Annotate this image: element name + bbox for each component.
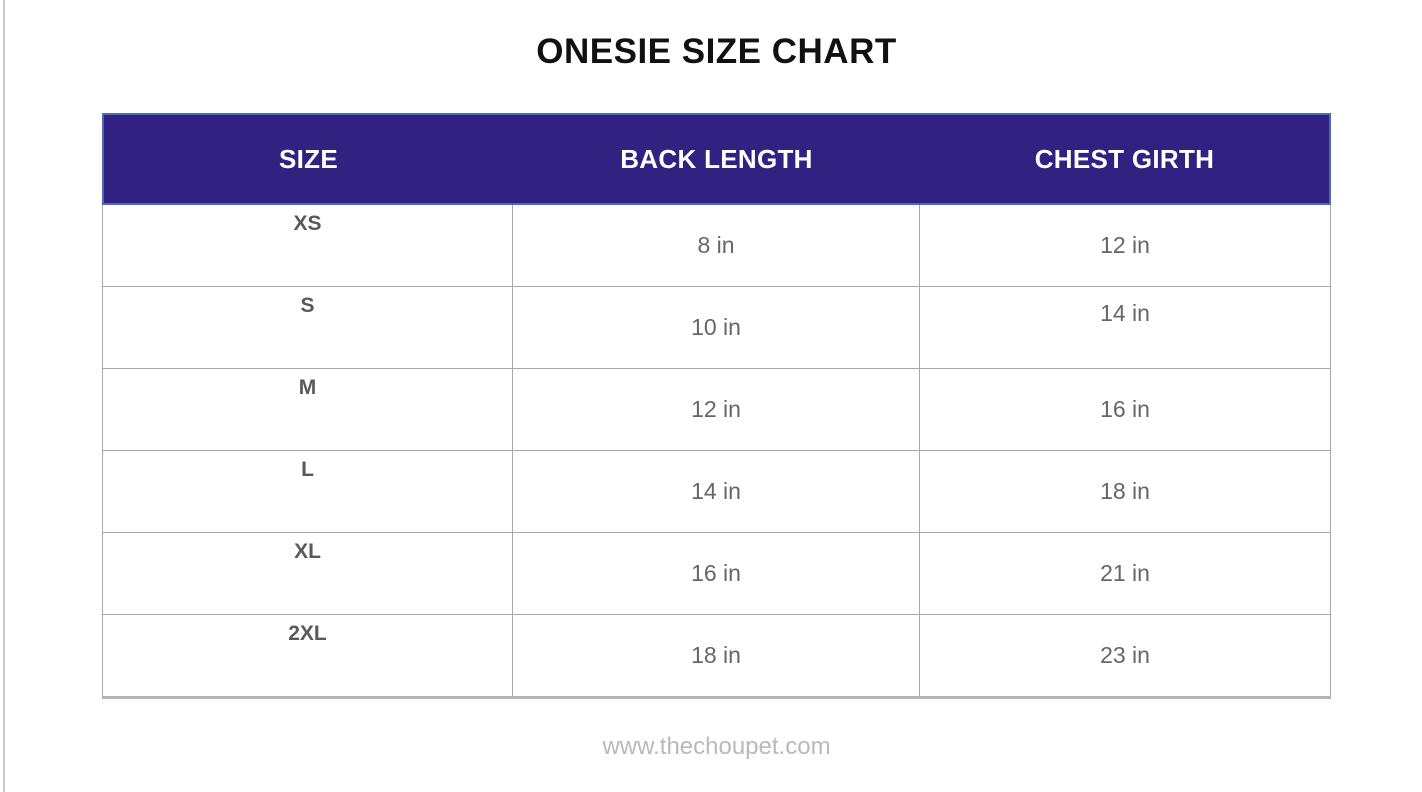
table-row-xs: XS 8 in 12 in	[103, 205, 1330, 287]
size-cell: XS	[103, 205, 513, 286]
chest-girth-cell: 18 in	[1100, 478, 1150, 504]
back-length-cell: 12 in	[513, 369, 920, 450]
back-length-cell: 16 in	[513, 533, 920, 614]
page-edge-line	[3, 0, 5, 792]
column-header-chest-girth: CHEST GIRTH	[1034, 143, 1215, 174]
back-length-cell: 18 in	[513, 615, 920, 696]
table-row-l: L 14 in 18 in	[103, 451, 1330, 533]
size-cell: S	[103, 287, 513, 368]
table-body: XS 8 in 12 in S 10 in 14 in M 12 in 16 i…	[102, 205, 1331, 699]
chest-girth-cell: 12 in	[1100, 232, 1150, 258]
column-header-back-length: BACK LENGTH	[620, 143, 813, 174]
size-cell: XL	[103, 533, 513, 614]
back-length-cell: 10 in	[513, 287, 920, 368]
size-chart-table: SIZE BACK LENGTH CHEST GIRTH XS 8 in 12 …	[102, 113, 1331, 699]
chest-girth-cell: 14 in	[1100, 300, 1150, 326]
table-row-2xl: 2XL 18 in 23 in	[103, 615, 1330, 696]
page-title: ONESIE SIZE CHART	[536, 32, 897, 71]
chest-girth-cell: 21 in	[1100, 560, 1150, 586]
website-url: www.thechoupet.com	[602, 733, 831, 760]
size-cell: 2XL	[103, 615, 513, 696]
chest-girth-cell: 16 in	[1100, 396, 1150, 422]
back-length-cell: 14 in	[513, 451, 920, 532]
table-row-m: M 12 in 16 in	[103, 369, 1330, 451]
table-header-row: SIZE BACK LENGTH CHEST GIRTH	[102, 113, 1331, 205]
table-row-s: S 10 in 14 in	[103, 287, 1330, 369]
size-cell: M	[103, 369, 513, 450]
column-header-size: SIZE	[279, 143, 338, 174]
table-row-xl: XL 16 in 21 in	[103, 533, 1330, 615]
back-length-cell: 8 in	[513, 205, 920, 286]
size-cell: L	[103, 451, 513, 532]
chest-girth-cell: 23 in	[1100, 642, 1150, 668]
